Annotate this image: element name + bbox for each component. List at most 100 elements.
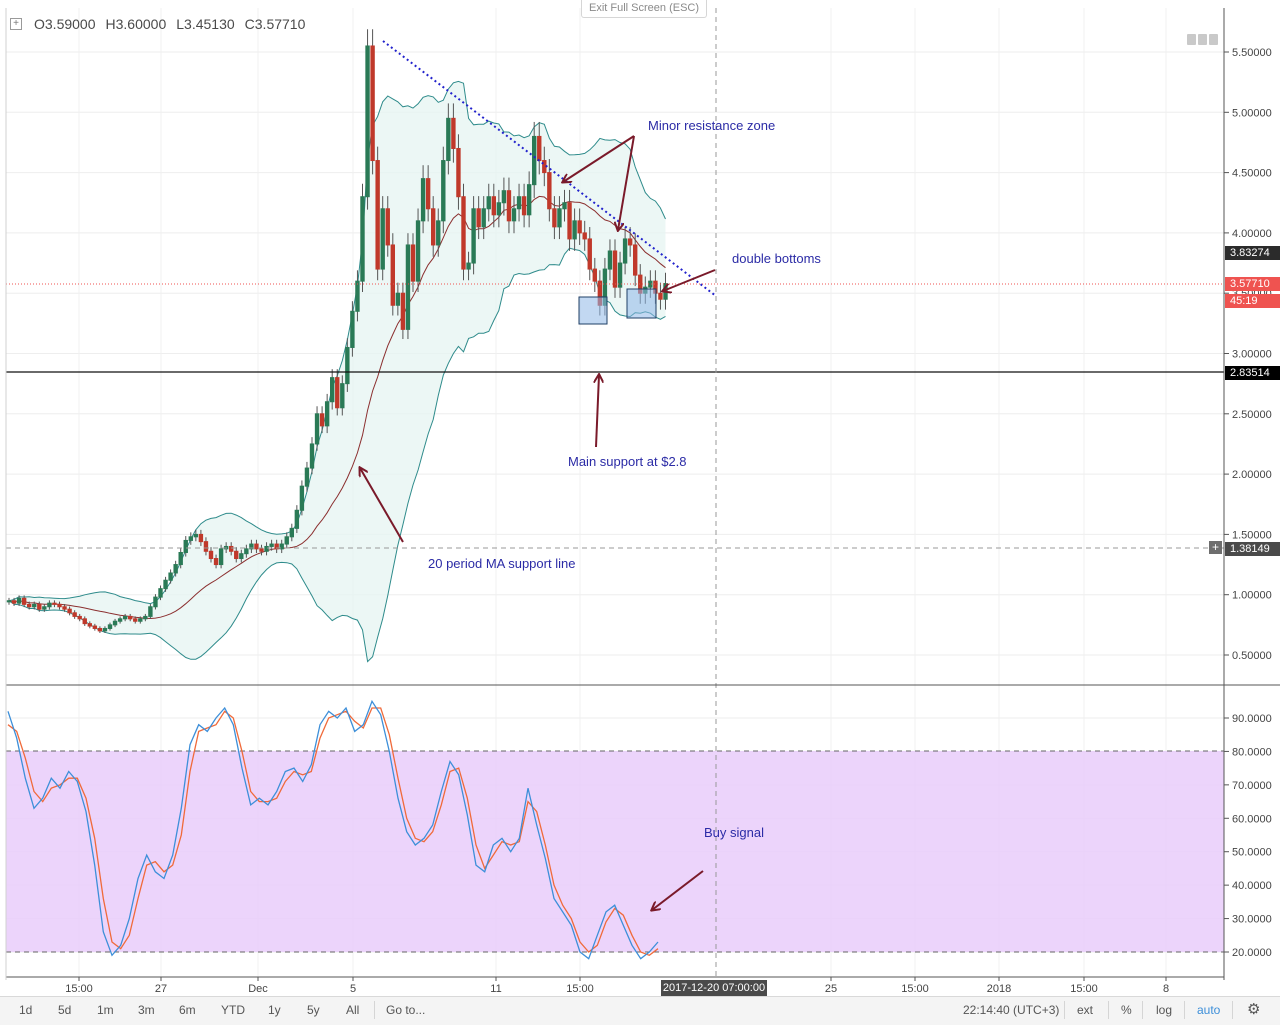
candle <box>284 532 289 549</box>
candle <box>234 547 239 563</box>
candle <box>16 595 22 606</box>
ext-toggle[interactable]: ext <box>1077 1003 1094 1017</box>
price-tick-label: 5.50000 <box>1232 47 1272 59</box>
time-tick-label: 15:00 <box>65 983 93 995</box>
candle <box>526 171 532 228</box>
candle <box>552 196 557 240</box>
exit-fullscreen-button[interactable]: Exit Full Screen (ESC) <box>581 0 707 18</box>
ohlc-legend: + O3.59000 H3.60000 L3.45130 C3.57710 <box>10 16 305 32</box>
bollinger-fill <box>9 81 666 662</box>
note-main-support[interactable]: Main support at $2.8 <box>568 454 687 469</box>
candle <box>330 369 335 410</box>
note-buy-signal[interactable]: Buy signal <box>704 825 764 840</box>
goto-button[interactable]: Go to... <box>386 1003 426 1017</box>
range-6m[interactable]: 6m <box>179 1003 196 1017</box>
stoch-tick-label: 20.0000 <box>1232 947 1272 959</box>
maximize-pane-icon[interactable] <box>1187 34 1196 45</box>
annotation-arrows <box>360 135 716 910</box>
candle <box>410 233 416 292</box>
candle <box>183 536 188 557</box>
countdown-tag: 45:19 <box>1225 294 1280 308</box>
range-1m[interactable]: 1m <box>97 1003 114 1017</box>
candle <box>213 554 219 569</box>
candle <box>37 601 42 612</box>
candle <box>163 576 168 592</box>
stoch-axis-ticks[interactable]: 90.0000 80.0000 70.0000 60.0000 50.0000 40.00… <box>1224 713 1272 959</box>
toolbar-divider <box>1232 1001 1233 1019</box>
candle <box>466 251 471 281</box>
chart-canvas[interactable]: 5.500005.000004.500004.000003.500003.000… <box>0 0 1280 996</box>
add-alert-icon[interactable]: + <box>1209 541 1222 554</box>
candle <box>516 183 522 222</box>
candle <box>511 196 517 234</box>
stoch-tick-label: 80.0000 <box>1232 746 1272 758</box>
double-bottom-box-1[interactable] <box>578 296 608 325</box>
candle <box>133 616 138 624</box>
candle <box>572 208 577 251</box>
toolbar-divider <box>374 1001 375 1019</box>
candle <box>77 613 82 622</box>
double-bottom-box-2[interactable] <box>626 288 657 319</box>
range-3m[interactable]: 3m <box>138 1003 155 1017</box>
range-1y[interactable]: 1y <box>268 1003 281 1017</box>
candle <box>633 233 638 287</box>
candle <box>506 177 512 234</box>
candle <box>592 257 597 292</box>
candle <box>128 613 133 622</box>
note-ma-support[interactable]: 20 period MA support line <box>428 556 576 571</box>
candle <box>622 227 628 275</box>
candle <box>350 301 355 357</box>
time-axis-ticks[interactable]: 15:00 27 Dec 5 11 15:00 25 15:00 2018 15:00 8 <box>65 977 1169 995</box>
candle <box>122 613 128 622</box>
stoch-k-line <box>7 699 659 960</box>
arrow-resistance-left <box>563 135 635 182</box>
log-toggle[interactable]: log <box>1156 1003 1173 1017</box>
stoch-d-line <box>7 707 659 957</box>
bollinger-lower <box>8 247 666 663</box>
arrow-resistance-down <box>618 135 635 230</box>
candle <box>178 548 183 569</box>
arrow-buy-signal <box>652 870 704 910</box>
candles <box>6 29 668 633</box>
close-pane-icon[interactable] <box>1209 34 1218 45</box>
range-all[interactable]: All <box>346 1003 360 1017</box>
candle <box>173 560 178 577</box>
candle <box>158 585 163 601</box>
note-double-bottoms[interactable]: double bottoms <box>732 251 821 266</box>
range-1d[interactable]: 1d <box>19 1003 33 1017</box>
range-5d[interactable]: 5d <box>58 1003 72 1017</box>
price-tick-label: 4.50000 <box>1232 168 1272 180</box>
toolbar-divider <box>1064 1001 1065 1019</box>
candle <box>562 189 567 222</box>
candle <box>441 146 446 234</box>
pane-menu-icon[interactable] <box>1198 34 1207 45</box>
candle <box>587 227 592 281</box>
time-tick-label: 2018 <box>987 983 1011 995</box>
auto-toggle[interactable]: auto <box>1197 1003 1221 1017</box>
range-5y[interactable]: 5y <box>307 1003 320 1017</box>
candle <box>62 604 67 612</box>
candle <box>153 594 158 610</box>
percent-toggle[interactable]: % <box>1121 1003 1132 1017</box>
clock: 22:14:40 (UTC+3) <box>963 1003 1060 1017</box>
candle <box>249 539 254 554</box>
gear-icon[interactable]: ⚙ <box>1247 1001 1261 1018</box>
range-ytd[interactable]: YTD <box>221 1003 245 1017</box>
candle <box>405 233 411 340</box>
candle <box>27 601 32 610</box>
collapse-icon[interactable]: + <box>10 18 22 30</box>
ohlc-open: O3.59000 <box>34 16 96 32</box>
candle <box>112 618 118 628</box>
candle <box>355 270 360 322</box>
candle <box>335 369 340 416</box>
stoch-tick-label: 30.0000 <box>1232 914 1272 926</box>
time-tick-label: 15:00 <box>566 983 594 995</box>
candle <box>138 616 143 624</box>
note-minor-resistance[interactable]: Minor resistance zone <box>648 118 776 133</box>
candle <box>521 183 527 228</box>
candle <box>32 601 37 610</box>
toolbar-divider <box>1184 1001 1185 1019</box>
price-axis-ticks[interactable]: 5.500005.000004.500004.000003.500003.000… <box>1224 47 1272 662</box>
candle <box>289 523 295 542</box>
ma-20-line <box>8 195 666 620</box>
